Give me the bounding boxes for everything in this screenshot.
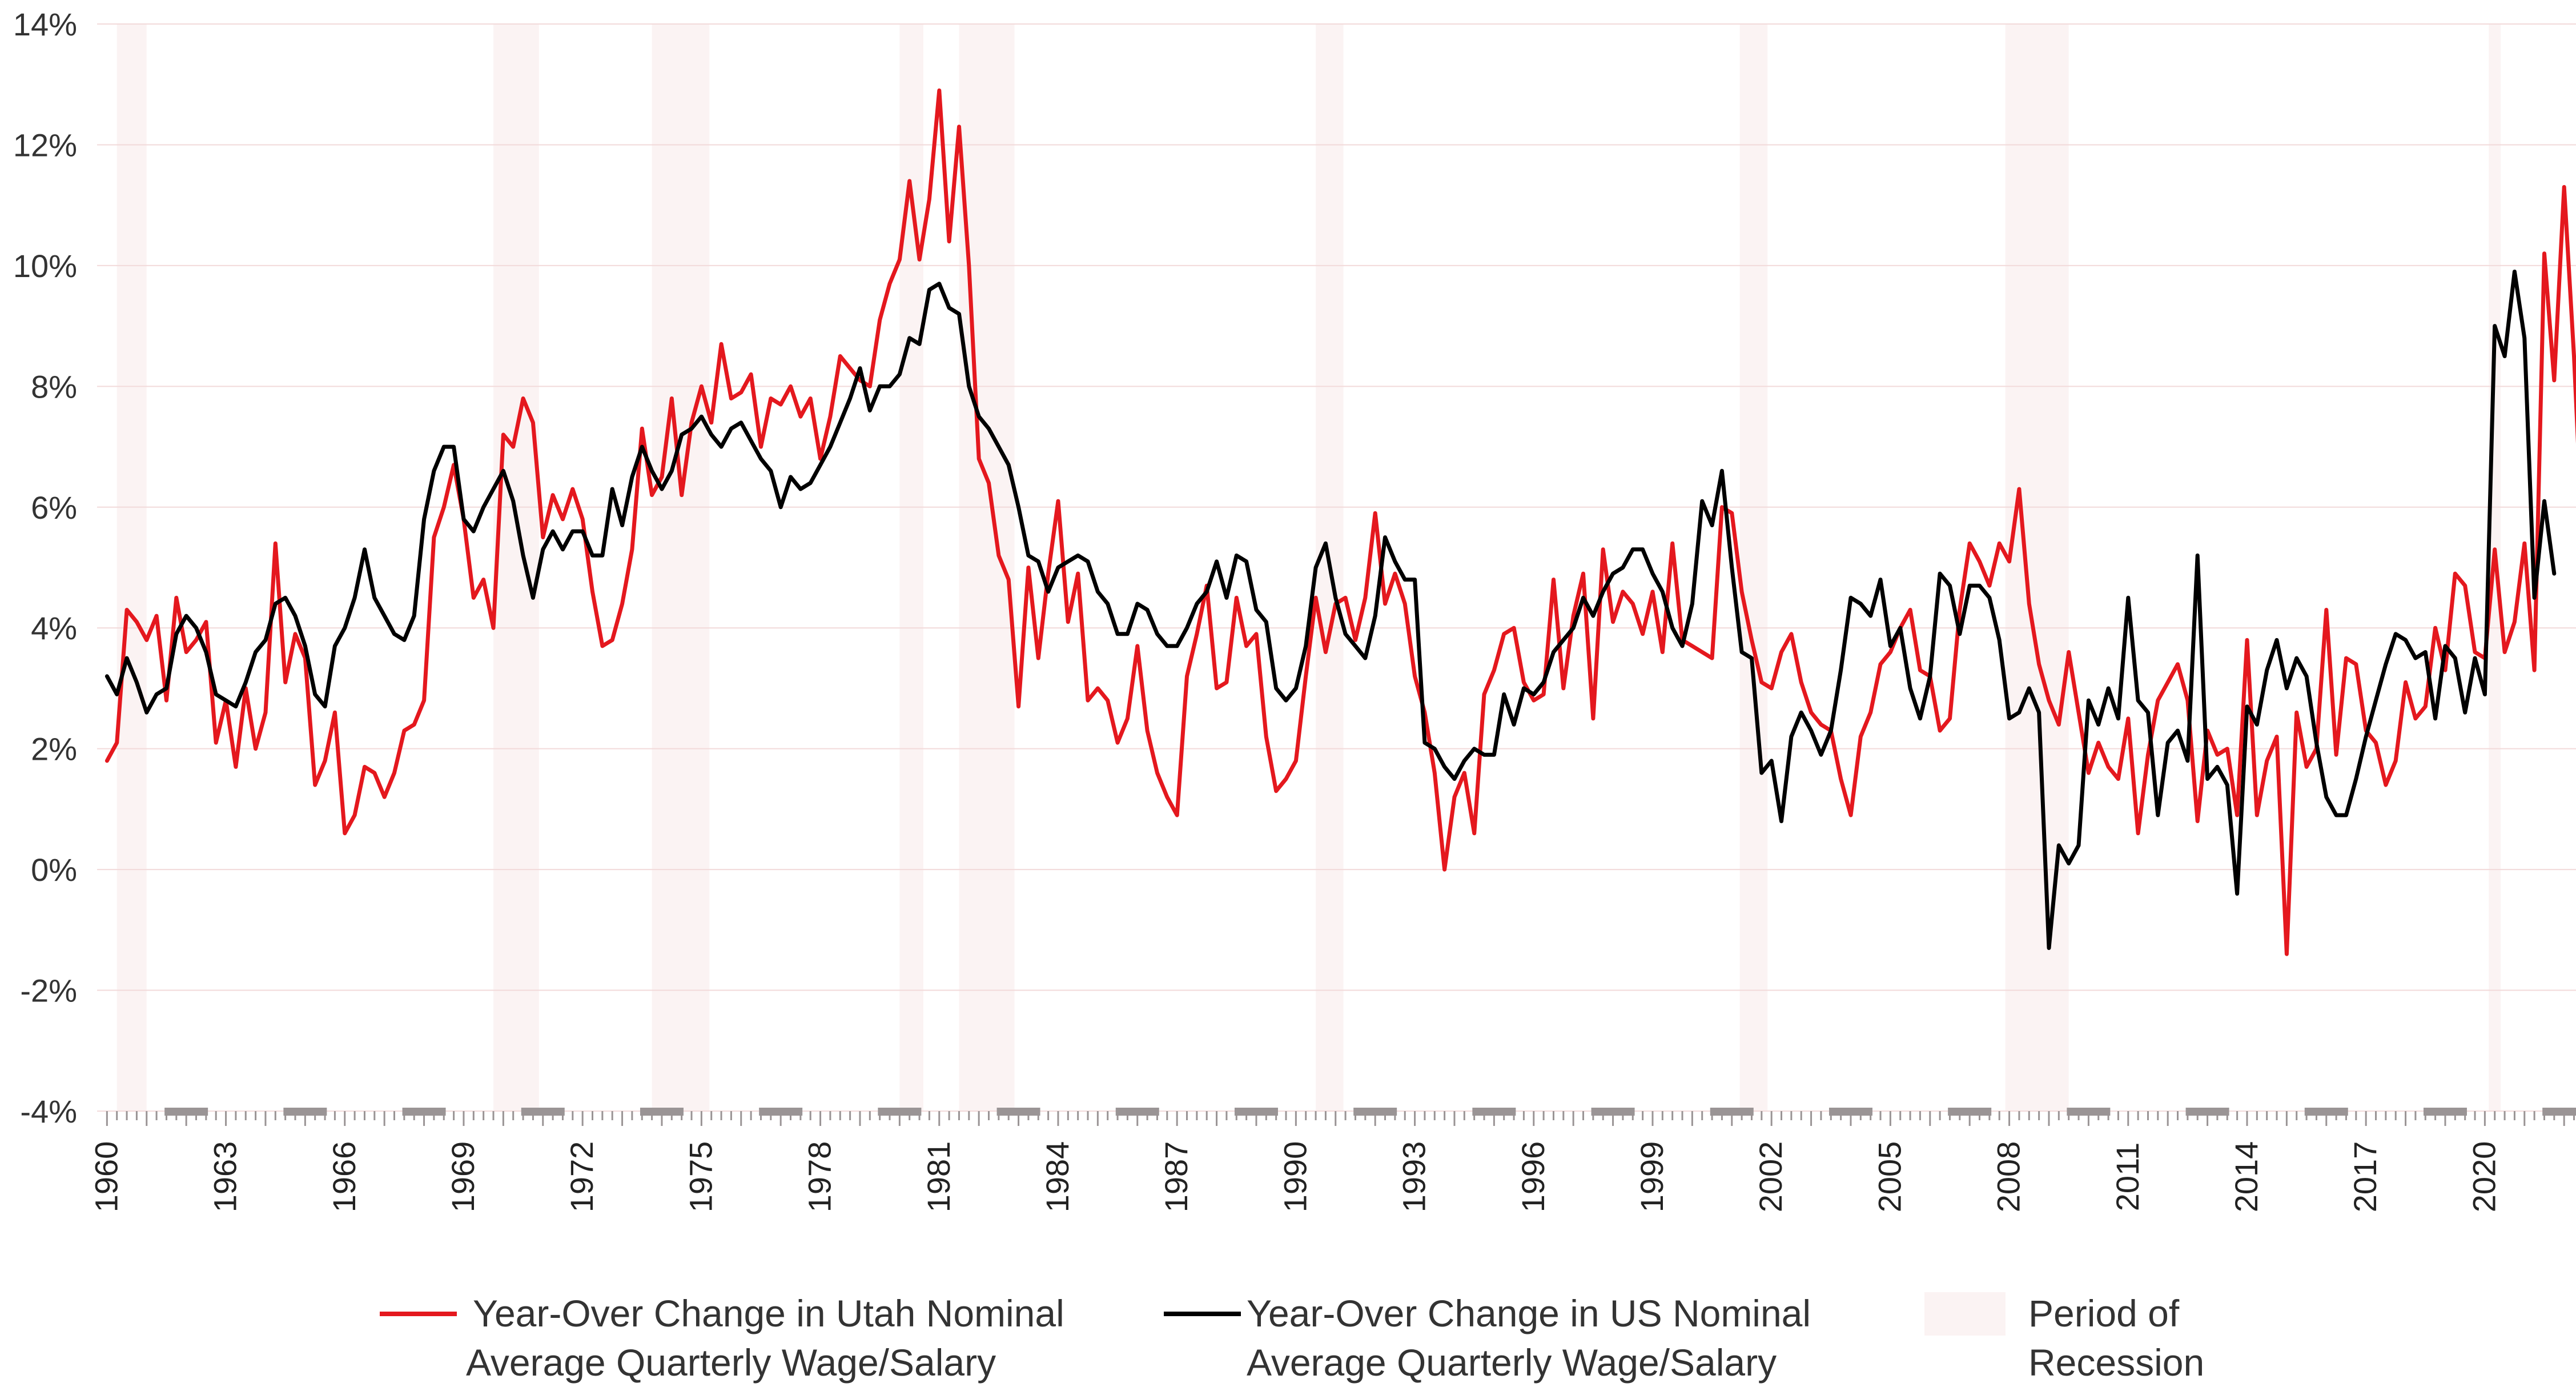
x-tick-label: 1972 <box>564 1141 600 1213</box>
x-tick-label: 1960 <box>88 1141 124 1213</box>
x-tick-label: 1996 <box>1515 1141 1551 1213</box>
y-tick-label: -4% <box>20 1093 77 1129</box>
x-tick-label: 2005 <box>1871 1141 1907 1213</box>
gridlines <box>97 23 2576 1112</box>
x-tick-label: 1969 <box>445 1141 481 1213</box>
legend-item-recession: Period of Recession <box>1924 1292 2204 1384</box>
legend-item-utah: Year-Over Change in Utah Nominal Average… <box>380 1292 1064 1384</box>
y-tick-label: 6% <box>31 490 77 526</box>
y-tick-label: 0% <box>31 852 77 888</box>
y-tick-label: -2% <box>20 973 77 1009</box>
x-axis-segment <box>2542 1108 2576 1116</box>
recession-bands <box>116 24 2501 1111</box>
recession-band <box>116 24 147 1111</box>
recession-band <box>493 24 539 1111</box>
x-tick-label: 1981 <box>921 1141 957 1213</box>
x-tick-label: 2020 <box>2466 1141 2502 1213</box>
x-tick-label: 1993 <box>1396 1141 1432 1213</box>
legend-label-recession-line2: Recession <box>2028 1341 2204 1384</box>
x-tick-label: 2008 <box>1991 1141 2027 1213</box>
utah-wage-change-line <box>105 88 2576 956</box>
legend-label-us-line1: Year-Over Change in US Nominal <box>1247 1292 1811 1334</box>
recession-band <box>1739 24 1768 1111</box>
x-tick-label: 1990 <box>1277 1141 1313 1213</box>
x-axis: 1960 1963 1966 1969 1972 1975 1978 1981 1984 1987… <box>88 1108 2576 1212</box>
x-tick-label: 1987 <box>1158 1141 1194 1213</box>
x-tick-label: 1984 <box>1039 1141 1075 1213</box>
recession-band <box>959 24 1015 1111</box>
x-tick-label: 2011 <box>2109 1143 2145 1211</box>
x-tick-label: 2002 <box>1753 1141 1789 1213</box>
x-tick-label: 1999 <box>1634 1141 1670 1213</box>
series-lines <box>105 88 2576 956</box>
y-tick-label: 12% <box>13 127 77 163</box>
legend-swatch-recession <box>1924 1292 2006 1336</box>
recession-band <box>652 24 710 1111</box>
x-tick-label: 1966 <box>326 1141 362 1213</box>
x-tick-label: 2017 <box>2347 1141 2383 1213</box>
x-tick-label: 1963 <box>207 1141 243 1213</box>
legend-label-us-line2: Average Quarterly Wage/Salary <box>1247 1341 1777 1384</box>
legend-label-utah-line1: Year-Over Change in Utah Nominal <box>473 1292 1064 1334</box>
y-tick-label: 2% <box>31 731 77 767</box>
y-tick-label: 14% <box>13 6 77 42</box>
recession-band <box>2005 24 2069 1111</box>
legend-label-utah-line2: Average Quarterly Wage/Salary <box>466 1341 996 1384</box>
x-tick-label: 1978 <box>802 1141 838 1213</box>
x-tick-label: 2014 <box>2228 1141 2264 1213</box>
y-tick-label: 8% <box>31 368 77 404</box>
x-tick-label: 1975 <box>682 1141 718 1213</box>
y-axis: -4% -2% 0% 2% 4% 6% 8% 10% 12% 14% <box>13 6 77 1129</box>
legend-item-us: Year-Over Change in US Nominal Average Q… <box>1164 1292 1811 1384</box>
us-wage-change-line <box>105 270 2557 950</box>
legend: Year-Over Change in Utah Nominal Average… <box>380 1292 2204 1384</box>
y-tick-label: 10% <box>13 248 77 284</box>
legend-label-recession-line1: Period of <box>2028 1292 2180 1334</box>
y-tick-label: 4% <box>31 610 77 646</box>
